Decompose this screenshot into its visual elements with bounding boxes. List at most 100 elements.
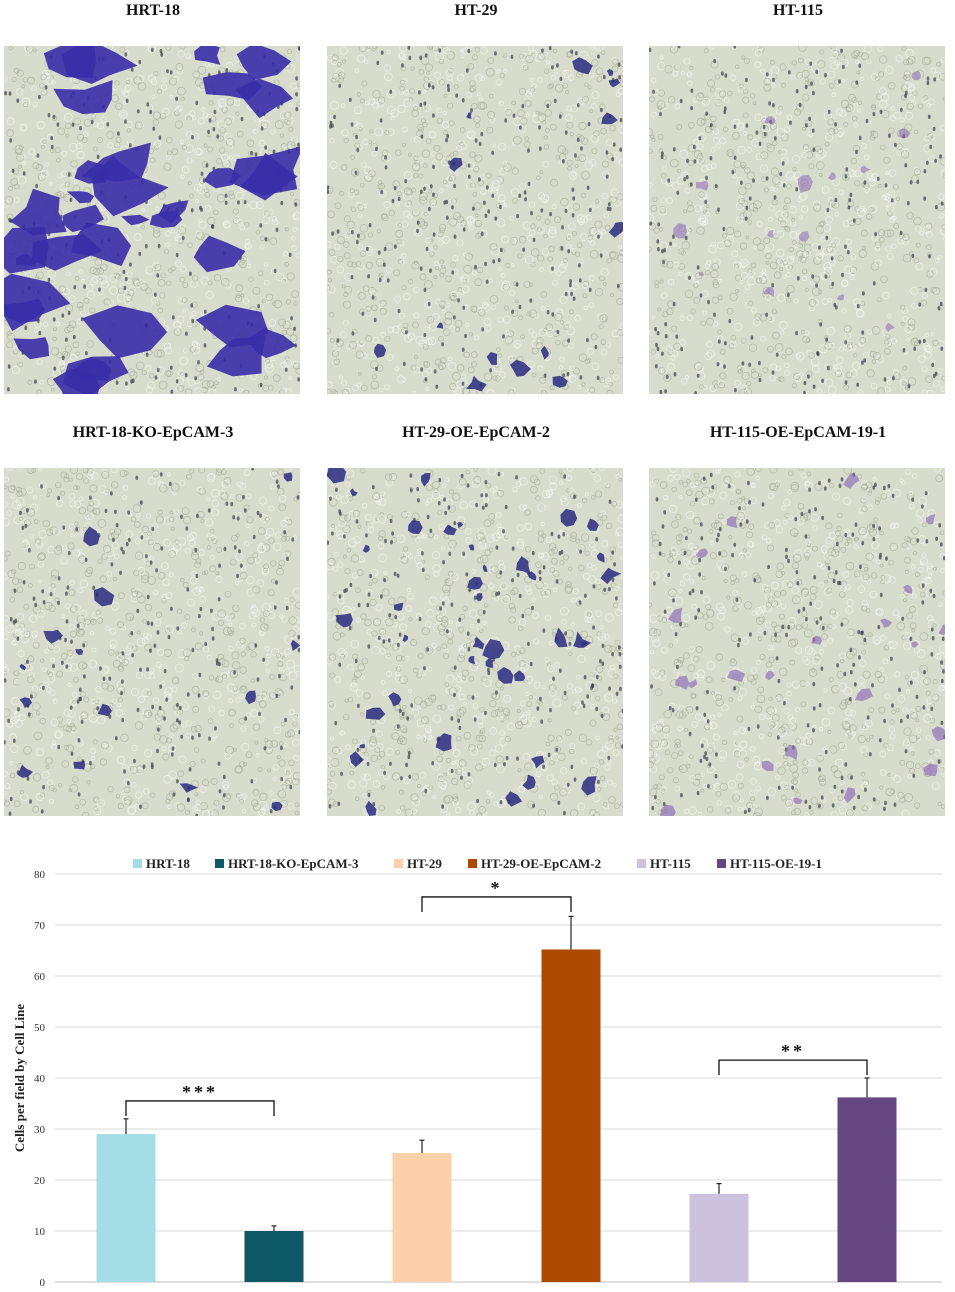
membrane-texture bbox=[487, 57, 495, 65]
membrane-texture bbox=[4, 196, 14, 205]
membrane-texture bbox=[833, 128, 839, 134]
membrane-texture bbox=[756, 277, 763, 284]
membrane-pore bbox=[380, 189, 384, 195]
membrane-texture bbox=[6, 341, 14, 349]
membrane-texture bbox=[497, 489, 505, 498]
membrane-pore bbox=[654, 327, 657, 332]
membrane-texture bbox=[173, 802, 180, 809]
membrane-pore bbox=[224, 193, 228, 198]
membrane-texture bbox=[419, 771, 427, 779]
membrane-texture bbox=[93, 146, 98, 152]
membrane-pore bbox=[211, 224, 215, 229]
membrane-texture bbox=[35, 748, 44, 757]
membrane-texture bbox=[252, 803, 261, 812]
membrane-texture bbox=[921, 366, 928, 373]
membrane-pore bbox=[728, 318, 732, 324]
membrane-texture bbox=[461, 274, 470, 283]
membrane-texture bbox=[259, 513, 269, 523]
membrane-texture bbox=[53, 645, 60, 653]
membrane-texture bbox=[562, 82, 569, 89]
membrane-pore bbox=[355, 134, 358, 140]
membrane-pore bbox=[355, 239, 359, 245]
membrane-texture bbox=[503, 694, 512, 703]
membrane-pore bbox=[160, 52, 164, 57]
membrane-texture bbox=[402, 705, 407, 710]
membrane-texture bbox=[235, 580, 239, 585]
membrane-texture bbox=[444, 311, 453, 320]
membrane-texture bbox=[570, 622, 575, 627]
membrane-texture bbox=[570, 104, 579, 113]
membrane-texture bbox=[12, 577, 20, 585]
membrane-pore bbox=[782, 183, 786, 188]
membrane-pore bbox=[368, 223, 372, 228]
membrane-texture bbox=[883, 229, 892, 238]
membrane-texture bbox=[836, 53, 846, 62]
membrane-texture bbox=[232, 208, 239, 215]
membrane-texture bbox=[179, 480, 186, 487]
membrane-texture bbox=[14, 145, 23, 154]
membrane-texture bbox=[217, 653, 224, 660]
membrane-pore bbox=[516, 213, 519, 219]
membrane-pore bbox=[26, 508, 29, 513]
membrane-texture bbox=[283, 118, 289, 124]
membrane-pore bbox=[696, 373, 700, 378]
membrane-texture bbox=[156, 349, 165, 358]
membrane-texture bbox=[903, 59, 910, 66]
membrane-texture bbox=[80, 711, 89, 720]
membrane-texture bbox=[809, 296, 814, 301]
membrane-texture bbox=[517, 109, 525, 118]
membrane-texture bbox=[331, 54, 339, 62]
membrane-texture bbox=[242, 809, 247, 814]
membrane-texture bbox=[209, 528, 215, 534]
membrane-texture bbox=[710, 269, 719, 279]
membrane-texture bbox=[206, 380, 215, 388]
membrane-texture bbox=[807, 79, 815, 87]
membrane-texture bbox=[541, 119, 547, 125]
membrane-pore bbox=[131, 378, 135, 383]
membrane-pore bbox=[655, 342, 658, 348]
membrane-texture bbox=[913, 216, 922, 226]
membrane-texture bbox=[530, 261, 536, 268]
membrane-texture bbox=[941, 375, 945, 381]
membrane-pore bbox=[597, 54, 600, 59]
membrane-texture bbox=[700, 118, 707, 125]
membrane-texture bbox=[538, 328, 547, 337]
membrane-texture bbox=[72, 603, 81, 613]
membrane-pore bbox=[165, 697, 169, 702]
membrane-pore bbox=[216, 134, 220, 139]
membrane-texture bbox=[328, 653, 337, 661]
membrane-texture bbox=[880, 144, 886, 151]
membrane-texture bbox=[466, 132, 473, 139]
membrane-texture bbox=[158, 292, 166, 299]
membrane-texture bbox=[781, 211, 788, 218]
membrane-texture bbox=[889, 217, 895, 223]
membrane-texture bbox=[928, 136, 933, 141]
membrane-texture bbox=[681, 378, 688, 385]
membrane-texture bbox=[438, 223, 447, 232]
membrane-texture bbox=[377, 515, 387, 524]
membrane-texture bbox=[107, 142, 114, 149]
membrane-texture bbox=[111, 531, 120, 540]
membrane-texture bbox=[231, 687, 239, 694]
membrane-texture bbox=[439, 227, 445, 234]
membrane-pore bbox=[9, 796, 13, 802]
membrane-texture bbox=[437, 239, 444, 246]
membrane-texture bbox=[661, 166, 667, 172]
membrane-texture bbox=[385, 670, 393, 677]
membrane-texture bbox=[732, 261, 742, 270]
membrane-texture bbox=[577, 654, 586, 664]
membrane-texture bbox=[773, 271, 782, 280]
membrane-texture bbox=[137, 75, 145, 82]
membrane-texture bbox=[438, 364, 444, 370]
membrane-texture bbox=[669, 158, 679, 168]
membrane-texture bbox=[588, 302, 595, 308]
membrane-texture bbox=[261, 603, 271, 612]
membrane-texture bbox=[52, 788, 57, 793]
membrane-pore bbox=[663, 248, 667, 253]
membrane-texture bbox=[181, 297, 188, 303]
membrane-texture bbox=[147, 575, 157, 585]
membrane-texture bbox=[554, 83, 564, 93]
membrane-texture bbox=[524, 141, 531, 148]
membrane-texture bbox=[611, 329, 620, 338]
membrane-texture bbox=[335, 623, 342, 630]
